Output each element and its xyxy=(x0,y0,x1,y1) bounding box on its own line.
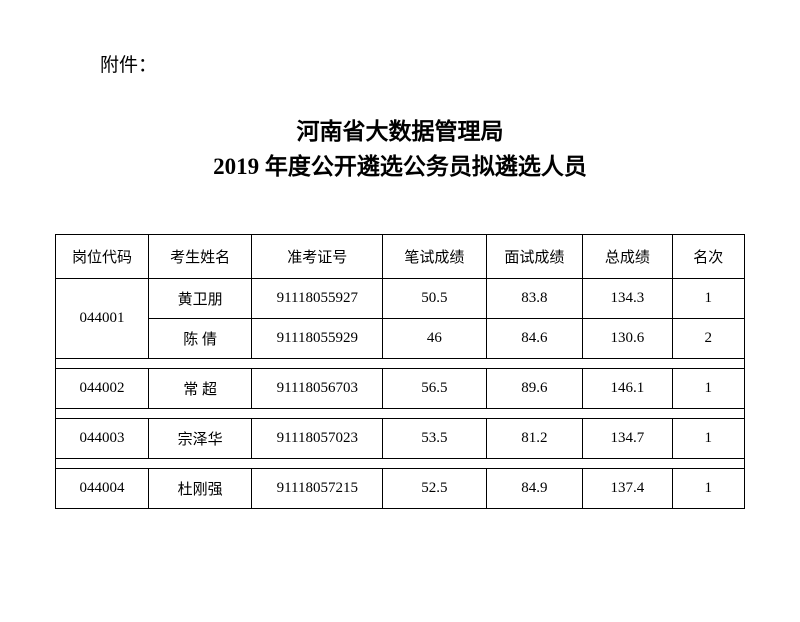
cell-written-score: 50.5 xyxy=(383,279,486,319)
cell-position-code: 044002 xyxy=(56,369,149,409)
cell-written-score: 52.5 xyxy=(383,469,486,509)
cell-exam-no: 91118057023 xyxy=(252,419,383,459)
col-header-exam-no: 准考证号 xyxy=(252,235,383,279)
cell-interview-score: 89.6 xyxy=(486,369,582,409)
table-row: 044002常 超9111805670356.589.6146.11 xyxy=(56,369,745,409)
cell-candidate-name: 宗泽华 xyxy=(149,419,252,459)
cell-candidate-name: 常 超 xyxy=(149,369,252,409)
cell-interview-score: 84.6 xyxy=(486,319,582,359)
cell-position-code: 044003 xyxy=(56,419,149,459)
table-row: 陈 倩911180559294684.6130.62 xyxy=(56,319,745,359)
col-header-written: 笔试成绩 xyxy=(383,235,486,279)
cell-total-score: 134.7 xyxy=(583,419,673,459)
col-header-total: 总成绩 xyxy=(583,235,673,279)
cell-interview-score: 83.8 xyxy=(486,279,582,319)
table-row: 044003宗泽华9111805702353.581.2134.71 xyxy=(56,419,745,459)
table-group-spacer xyxy=(56,459,745,469)
document-title: 河南省大数据管理局 2019 年度公开遴选公务员拟遴选人员 xyxy=(55,115,745,184)
cell-exam-no: 91118056703 xyxy=(252,369,383,409)
col-header-interview: 面试成绩 xyxy=(486,235,582,279)
cell-rank: 1 xyxy=(672,469,744,509)
cell-exam-no: 91118055929 xyxy=(252,319,383,359)
cell-candidate-name: 杜刚强 xyxy=(149,469,252,509)
cell-position-code: 044001 xyxy=(56,279,149,359)
attachment-label: 附件： xyxy=(100,50,745,77)
cell-total-score: 146.1 xyxy=(583,369,673,409)
cell-interview-score: 81.2 xyxy=(486,419,582,459)
cell-candidate-name: 黄卫朋 xyxy=(149,279,252,319)
col-header-code: 岗位代码 xyxy=(56,235,149,279)
cell-rank: 1 xyxy=(672,279,744,319)
cell-total-score: 130.6 xyxy=(583,319,673,359)
cell-candidate-name: 陈 倩 xyxy=(149,319,252,359)
cell-rank: 1 xyxy=(672,419,744,459)
cell-interview-score: 84.9 xyxy=(486,469,582,509)
cell-written-score: 46 xyxy=(383,319,486,359)
cell-exam-no: 91118055927 xyxy=(252,279,383,319)
table-group-spacer xyxy=(56,409,745,419)
col-header-name: 考生姓名 xyxy=(149,235,252,279)
table-row: 044004杜刚强9111805721552.584.9137.41 xyxy=(56,469,745,509)
cell-exam-no: 91118057215 xyxy=(252,469,383,509)
cell-rank: 1 xyxy=(672,369,744,409)
col-header-rank: 名次 xyxy=(672,235,744,279)
title-line-2: 2019 年度公开遴选公务员拟遴选人员 xyxy=(55,150,745,185)
cell-written-score: 56.5 xyxy=(383,369,486,409)
cell-total-score: 134.3 xyxy=(583,279,673,319)
cell-rank: 2 xyxy=(672,319,744,359)
results-table: 岗位代码 考生姓名 准考证号 笔试成绩 面试成绩 总成绩 名次 044001黄卫… xyxy=(55,234,745,509)
table-row: 044001黄卫朋9111805592750.583.8134.31 xyxy=(56,279,745,319)
cell-written-score: 53.5 xyxy=(383,419,486,459)
title-line-1: 河南省大数据管理局 xyxy=(55,115,745,150)
table-header-row: 岗位代码 考生姓名 准考证号 笔试成绩 面试成绩 总成绩 名次 xyxy=(56,235,745,279)
table-group-spacer xyxy=(56,359,745,369)
cell-total-score: 137.4 xyxy=(583,469,673,509)
cell-position-code: 044004 xyxy=(56,469,149,509)
